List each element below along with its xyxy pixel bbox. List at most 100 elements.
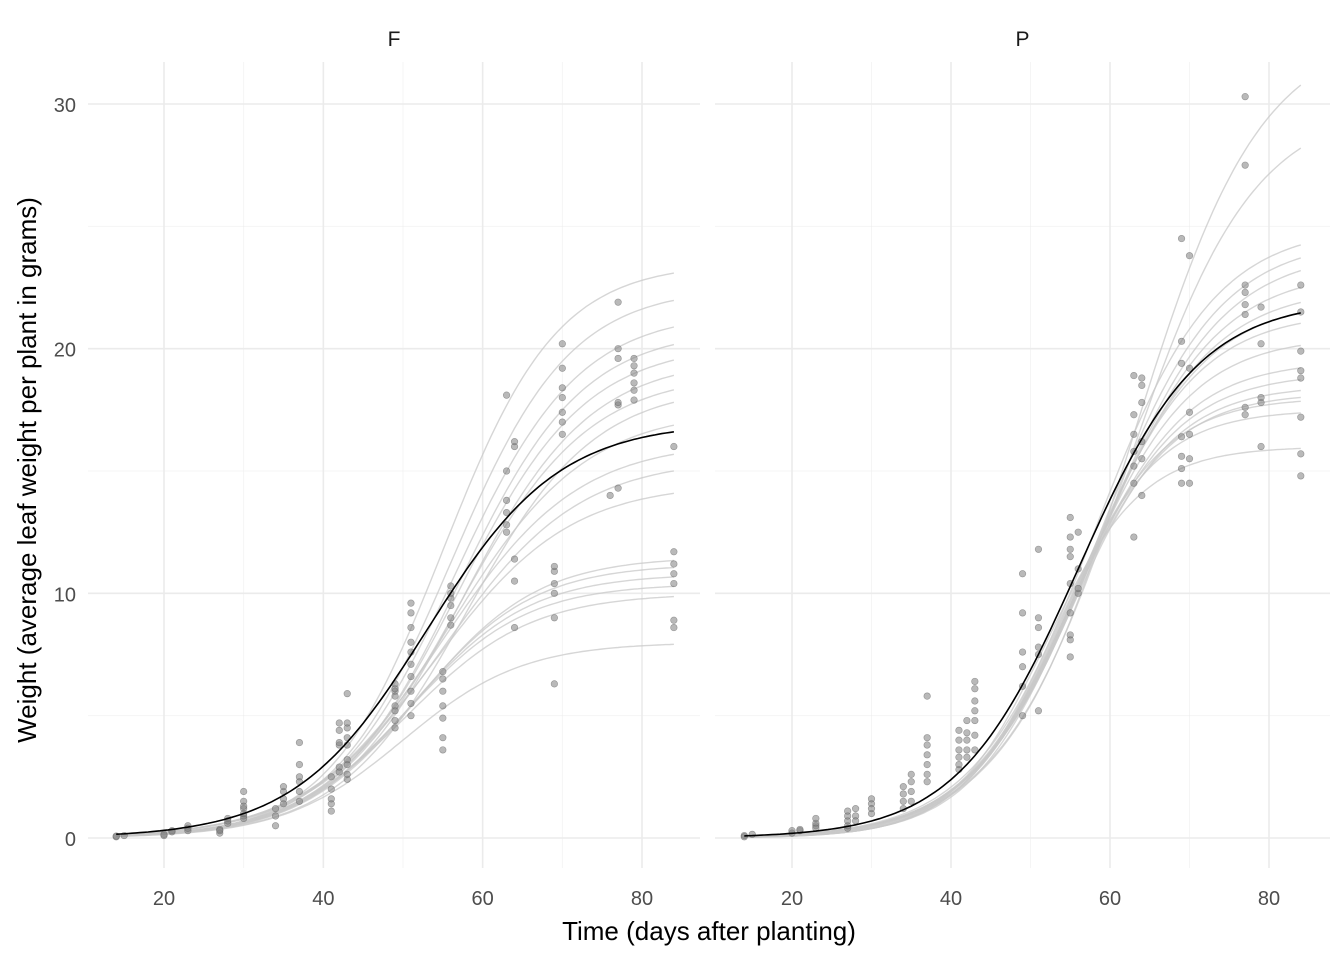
data-point <box>240 787 248 796</box>
individual-fit-line <box>744 269 1302 837</box>
data-point <box>1074 584 1082 593</box>
y-tick-label: 10 <box>54 584 76 606</box>
data-point <box>630 362 638 370</box>
individual-fit-line <box>116 424 675 836</box>
data-point <box>963 729 971 737</box>
data-point <box>1066 545 1074 553</box>
individual-fit-line <box>744 147 1302 837</box>
data-point <box>1241 310 1249 319</box>
individual-fit-line <box>116 359 675 837</box>
data-point <box>295 738 304 747</box>
data-point <box>439 675 447 683</box>
data-point <box>502 521 511 529</box>
data-point <box>407 687 415 695</box>
data-point <box>1241 281 1249 289</box>
x-tick-label: 20 <box>781 888 803 910</box>
data-point <box>327 785 335 793</box>
data-point <box>447 582 455 590</box>
data-point <box>1185 479 1194 487</box>
data-point <box>1066 653 1074 661</box>
data-point <box>343 770 351 778</box>
data-point <box>271 805 280 813</box>
data-point <box>439 734 447 742</box>
data-point <box>391 716 399 725</box>
data-point <box>558 430 566 438</box>
data-point <box>1034 614 1043 622</box>
data-point <box>899 783 907 791</box>
data-point <box>439 714 447 722</box>
data-point <box>1138 374 1146 382</box>
x-tick-label: 40 <box>940 888 962 910</box>
individual-fit-line <box>744 396 1301 838</box>
x-tick-label: 20 <box>153 888 175 910</box>
data-point <box>407 660 415 668</box>
data-point <box>614 345 622 353</box>
data-point <box>271 812 280 820</box>
data-point <box>558 394 566 402</box>
data-point <box>1185 364 1194 372</box>
data-point <box>844 807 852 815</box>
data-point <box>923 741 931 749</box>
data-point <box>971 697 979 705</box>
data-point <box>510 577 519 585</box>
data-point <box>963 716 971 725</box>
individual-fit-line <box>744 322 1301 838</box>
data-point <box>407 672 415 681</box>
data-point <box>1130 462 1138 470</box>
data-point <box>963 746 971 754</box>
data-point <box>614 298 622 306</box>
data-point <box>971 707 979 715</box>
data-point <box>1177 433 1186 441</box>
data-point <box>971 716 979 725</box>
data-point <box>295 760 304 769</box>
x-tick-label: 80 <box>631 888 653 910</box>
data-point <box>1138 491 1146 500</box>
data-point <box>614 354 622 363</box>
data-point <box>1066 631 1074 639</box>
data-point <box>963 736 971 744</box>
data-point <box>1066 609 1074 617</box>
data-point <box>907 787 915 796</box>
data-point <box>630 379 638 387</box>
data-point <box>295 797 304 805</box>
x-tick-label: 40 <box>312 888 334 910</box>
data-point <box>1241 411 1249 419</box>
data-point <box>439 668 447 676</box>
x-axis-label: Time (days after planting) <box>562 916 856 946</box>
individual-fit-line <box>744 378 1301 838</box>
data-point <box>1066 533 1074 541</box>
data-point <box>550 680 558 688</box>
data-point <box>955 753 963 761</box>
data-point <box>1297 367 1305 375</box>
data-point <box>216 827 224 835</box>
data-point <box>1297 281 1305 289</box>
data-point <box>1177 337 1186 345</box>
data-point <box>1297 450 1305 458</box>
data-point <box>670 623 678 632</box>
data-point <box>407 623 415 632</box>
data-point <box>971 677 979 686</box>
individual-fit-line <box>116 272 675 837</box>
data-point <box>1034 545 1043 553</box>
data-point <box>1034 707 1043 715</box>
data-point <box>867 805 876 813</box>
data-point <box>899 797 907 805</box>
individual-fit-line <box>116 453 675 836</box>
data-point <box>439 687 447 695</box>
data-point <box>1177 464 1186 473</box>
data-point <box>295 773 304 781</box>
individual-fit-line <box>744 367 1301 838</box>
x-tick-label: 60 <box>472 888 494 910</box>
data-point <box>907 770 915 778</box>
data-point <box>335 738 343 747</box>
data-point <box>812 814 820 823</box>
data-point <box>407 712 415 720</box>
data-point <box>1074 528 1082 536</box>
data-point <box>327 795 335 803</box>
data-point <box>550 562 558 571</box>
data-point <box>335 726 343 734</box>
panels-layer: 20 40 60 80 F 20 40 60 80 P <box>88 28 1330 910</box>
data-point <box>1018 648 1027 656</box>
